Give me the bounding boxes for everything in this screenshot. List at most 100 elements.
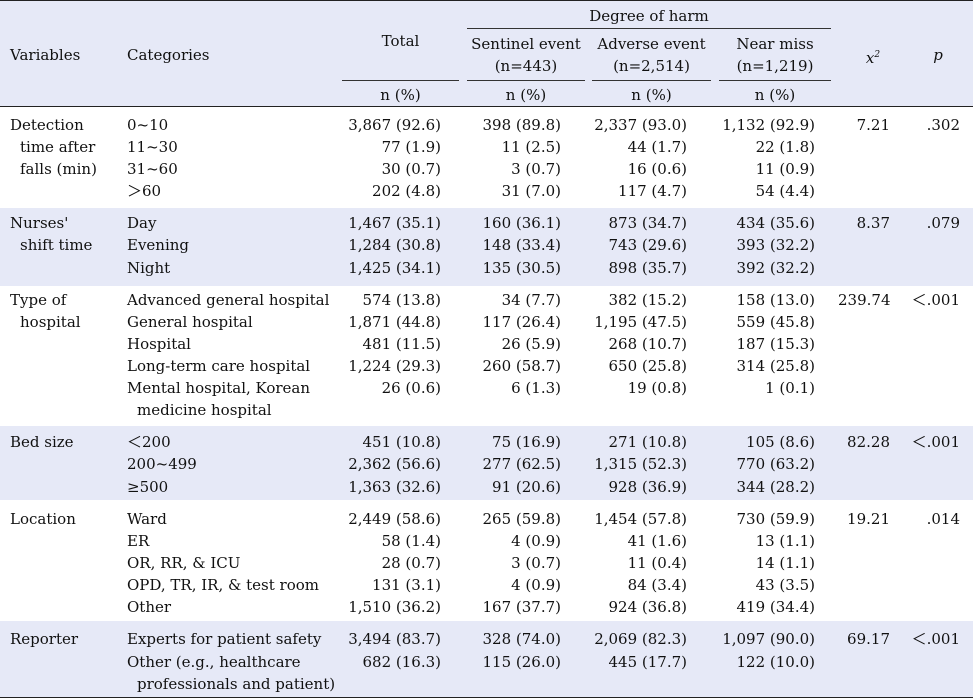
chi-value: 7.21	[856, 116, 890, 134]
total-cell: 1,425 (34.1)	[348, 259, 441, 277]
category-cell: OR, RR, & ICU	[127, 554, 241, 572]
category-cell: Mental hospital, Korean medicine hospita…	[127, 377, 310, 421]
header-chi-sup: 2	[874, 50, 881, 60]
total-cell: 202 (4.8)	[372, 182, 441, 200]
header-near-miss: Near miss (n=1,219)	[719, 33, 831, 77]
total-cell: 1,871 (44.8)	[348, 313, 441, 331]
sentinel-cell: 6 (1.3)	[511, 379, 561, 397]
category-line: medicine hospital	[137, 401, 272, 419]
header-adverse-line1: Adverse event	[597, 35, 706, 53]
near-cell: 187 (15.3)	[736, 335, 815, 353]
sentinel-cell: 4 (0.9)	[511, 576, 561, 594]
p-value: .014	[926, 510, 960, 528]
category-cell: Other (e.g., healthcare professionals an…	[127, 651, 335, 695]
total-cell: 77 (1.9)	[381, 138, 441, 156]
category-cell: Experts for patient safety	[127, 630, 322, 648]
header-total: Total	[381, 32, 420, 50]
sentinel-cell: 115 (26.0)	[482, 653, 561, 671]
total-cell: 451 (10.8)	[362, 433, 441, 451]
adverse-cell: 84 (3.4)	[627, 576, 687, 594]
category-cell: ＜200	[127, 433, 171, 451]
total-cell: 574 (13.8)	[362, 291, 441, 309]
adverse-cell: 271 (10.8)	[608, 433, 687, 451]
category-cell: 0~10	[127, 116, 169, 134]
total-cell: 682 (16.3)	[362, 653, 441, 671]
sentinel-cell: 277 (62.5)	[482, 455, 561, 473]
header-variables: Variables	[10, 46, 81, 64]
adverse-cell: 41 (1.6)	[627, 532, 687, 550]
sentinel-cell: 31 (7.0)	[501, 182, 561, 200]
variable-bed-size: Bed size	[10, 433, 74, 451]
variable-line: falls (min)	[20, 160, 97, 178]
near-cell: 105 (8.6)	[746, 433, 815, 451]
near-cell: 11 (0.9)	[755, 160, 815, 178]
band-nurses-shift	[0, 208, 973, 286]
adverse-cell: 928 (36.9)	[608, 478, 687, 496]
near-cell: 1,132 (92.9)	[722, 116, 815, 134]
near-cell: 434 (35.6)	[736, 214, 815, 232]
chi-value: 19.21	[847, 510, 890, 528]
variable-location: Location	[10, 510, 76, 528]
total-cell: 58 (1.4)	[381, 532, 441, 550]
header-adverse-line2: (n=2,514)	[613, 57, 690, 75]
sentinel-cell: 328 (74.0)	[482, 630, 561, 648]
variable-type-of-hospital: Type of hospital	[10, 289, 81, 333]
sentinel-cell: 3 (0.7)	[511, 160, 561, 178]
variable-line: Nurses'	[10, 214, 69, 232]
category-cell: Ward	[127, 510, 167, 528]
near-cell: 344 (28.2)	[736, 478, 815, 496]
sentinel-cell: 91 (20.6)	[492, 478, 561, 496]
band-reporter	[0, 621, 973, 697]
chi-value: 239.74	[838, 291, 891, 309]
rule-total	[342, 80, 459, 81]
sentinel-cell: 3 (0.7)	[511, 554, 561, 572]
header-sentinel-line2: (n=443)	[494, 57, 558, 75]
category-cell: Advanced general hospital	[127, 291, 330, 309]
rule-near	[719, 80, 831, 81]
near-cell: 314 (25.8)	[736, 357, 815, 375]
unit-sentinel: n (%)	[505, 86, 547, 104]
rule-sentinel	[467, 80, 585, 81]
total-cell: 1,284 (30.8)	[348, 236, 441, 254]
sentinel-cell: 265 (59.8)	[482, 510, 561, 528]
variable-line: hospital	[20, 313, 81, 331]
near-cell: 158 (13.0)	[736, 291, 815, 309]
sentinel-cell: 11 (2.5)	[501, 138, 561, 156]
near-cell: 13 (1.1)	[755, 532, 815, 550]
adverse-cell: 1,454 (57.8)	[594, 510, 687, 528]
variable-nurses-shift: Nurses' shift time	[10, 212, 92, 256]
category-line: professionals and patient)	[137, 675, 336, 693]
chi-value: 8.37	[856, 214, 890, 232]
total-cell: 2,362 (56.6)	[348, 455, 441, 473]
total-cell: 3,867 (92.6)	[348, 116, 441, 134]
header-degree-of-harm: Degree of harm	[589, 7, 709, 25]
category-cell: Day	[127, 214, 157, 232]
header-near-line1: Near miss	[736, 35, 814, 53]
adverse-cell: 19 (0.8)	[627, 379, 687, 397]
variable-line: shift time	[20, 236, 93, 254]
total-cell: 30 (0.7)	[381, 160, 441, 178]
near-cell: 770 (63.2)	[736, 455, 815, 473]
category-cell: General hospital	[127, 313, 253, 331]
near-cell: 122 (10.0)	[736, 653, 815, 671]
adverse-cell: 382 (15.2)	[608, 291, 687, 309]
total-cell: 1,467 (35.1)	[348, 214, 441, 232]
category-cell: Hospital	[127, 335, 191, 353]
near-cell: 22 (1.8)	[755, 138, 815, 156]
near-cell: 393 (32.2)	[736, 236, 815, 254]
sentinel-cell: 4 (0.9)	[511, 532, 561, 550]
category-cell: 31~60	[127, 160, 178, 178]
near-cell: 419 (34.4)	[736, 598, 815, 616]
table-bottom-rule	[0, 697, 973, 698]
header-adverse-event: Adverse event (n=2,514)	[592, 33, 711, 77]
total-cell: 28 (0.7)	[381, 554, 441, 572]
adverse-cell: 650 (25.8)	[608, 357, 687, 375]
p-value: .302	[926, 116, 960, 134]
category-cell: ER	[127, 532, 150, 550]
adverse-cell: 445 (17.7)	[608, 653, 687, 671]
adverse-cell: 11 (0.4)	[627, 554, 687, 572]
total-cell: 1,224 (29.3)	[348, 357, 441, 375]
total-cell: 2,449 (58.6)	[348, 510, 441, 528]
p-value: ＜.001	[911, 291, 960, 309]
